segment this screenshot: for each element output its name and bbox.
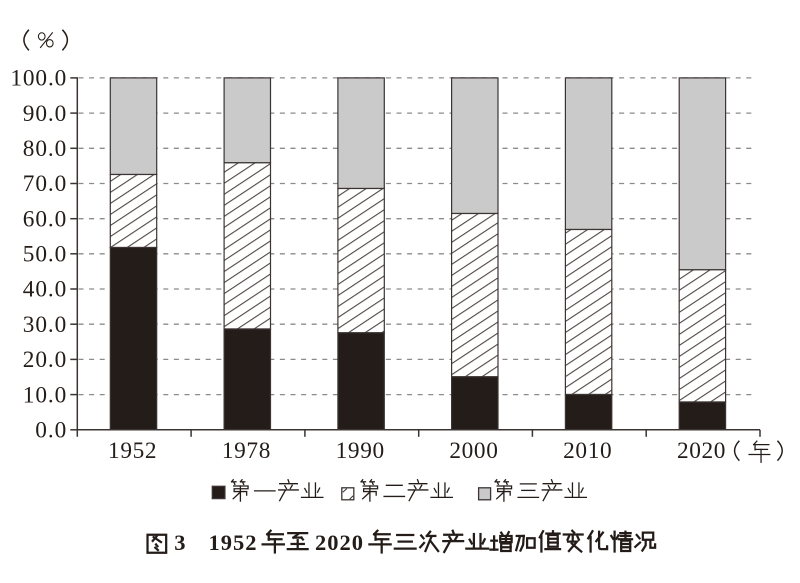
svg-text:40.0: 40.0 — [23, 277, 67, 303]
svg-text:90.0: 90.0 — [23, 101, 67, 127]
svg-text:0.0: 0.0 — [35, 418, 66, 444]
svg-text:1952: 1952 — [108, 438, 157, 464]
svg-text:1978: 1978 — [222, 438, 271, 464]
svg-text:50.0: 50.0 — [23, 242, 67, 268]
svg-text:20.0: 20.0 — [23, 347, 67, 373]
svg-text:1952: 1952 — [209, 530, 257, 555]
svg-text:1990: 1990 — [336, 438, 385, 464]
svg-text:70.0: 70.0 — [23, 171, 67, 197]
svg-text:2020: 2020 — [677, 438, 726, 464]
svg-text:2000: 2000 — [449, 438, 498, 464]
svg-text:100.0: 100.0 — [10, 66, 66, 92]
svg-text:30.0: 30.0 — [23, 312, 67, 338]
svg-text:10.0: 10.0 — [23, 382, 67, 408]
svg-text:60.0: 60.0 — [23, 206, 67, 232]
svg-text:2010: 2010 — [563, 438, 612, 464]
svg-text:80.0: 80.0 — [23, 136, 67, 162]
svg-text:3: 3 — [174, 530, 185, 555]
svg-text:2020: 2020 — [315, 530, 363, 555]
